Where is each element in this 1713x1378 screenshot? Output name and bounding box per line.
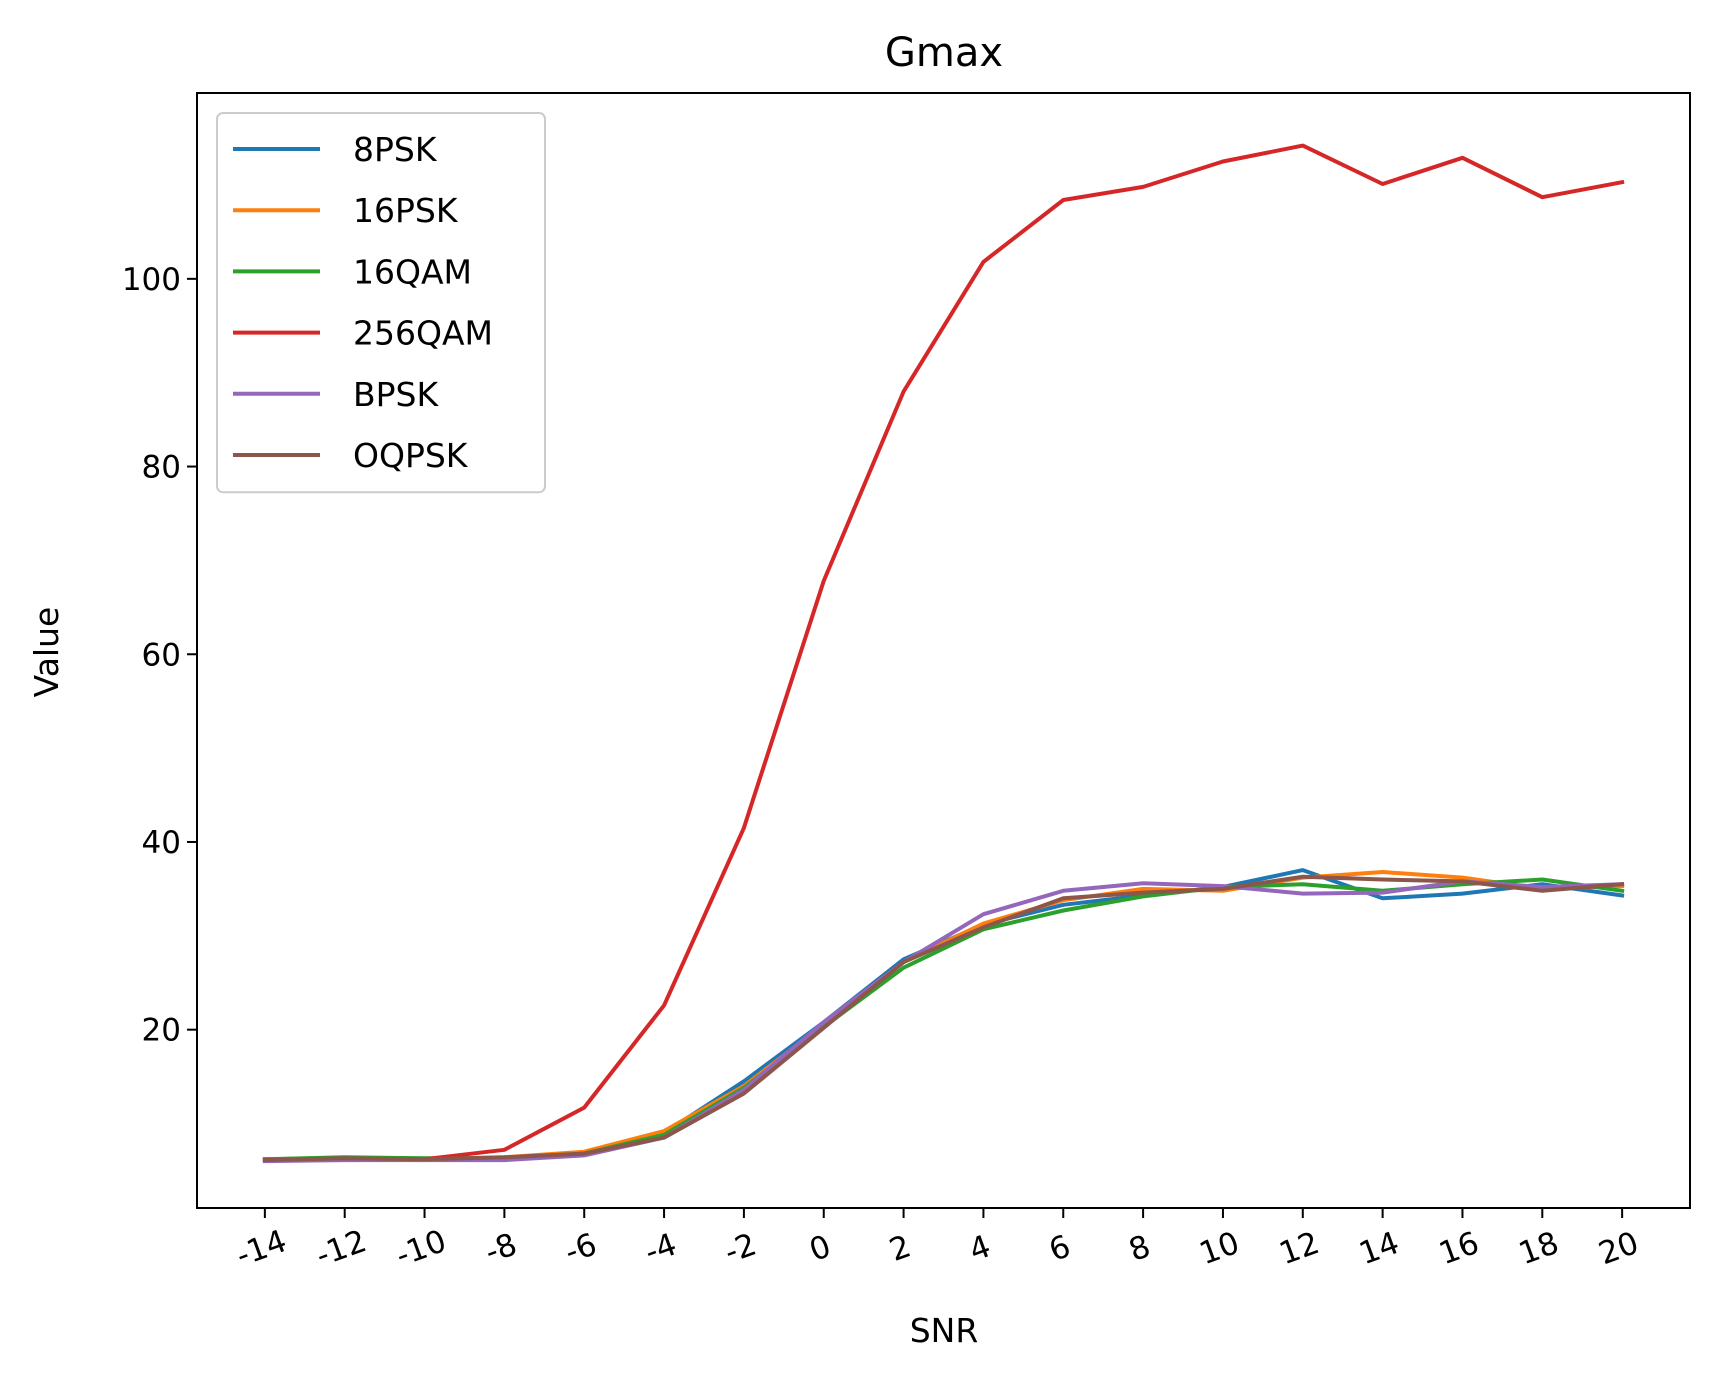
series-line-8psk	[262, 868, 1625, 1162]
x-tick-label: -8	[480, 1226, 521, 1270]
x-tick-label: 0	[805, 1228, 836, 1269]
x-tick-label: 8	[1124, 1228, 1155, 1269]
chart-title: Gmax	[885, 30, 1003, 76]
series-line-16qam	[262, 877, 1625, 1162]
x-tick-label: 20	[1594, 1225, 1643, 1272]
x-tick-label: 12	[1275, 1225, 1324, 1272]
y-axis-label: Value	[27, 607, 66, 698]
series-line-16psk	[262, 870, 1625, 1162]
x-tick-label: 18	[1514, 1225, 1563, 1272]
legend-box	[216, 112, 546, 494]
series-line-oqpsk	[262, 874, 1625, 1163]
x-tick-label: 10	[1195, 1225, 1244, 1272]
y-tick-label: 40	[142, 825, 181, 861]
legend-label: OQPSK	[353, 436, 469, 475]
x-tick-label: 2	[885, 1228, 916, 1269]
axes-frame	[196, 92, 1691, 1209]
legend-label: 8PSK	[353, 130, 438, 169]
plot-area	[196, 92, 1691, 1209]
series-line-bpsk	[262, 879, 1625, 1164]
x-tick-label: -6	[560, 1226, 601, 1270]
y-tick-label: 80	[142, 450, 181, 486]
legend-label: 256QAM	[353, 314, 493, 353]
y-tick-label: 100	[122, 262, 181, 298]
x-tick-label: -10	[391, 1223, 451, 1274]
x-tick-label: -2	[720, 1226, 761, 1270]
legend-label: 16QAM	[353, 252, 472, 291]
y-tick-label: 20	[142, 1013, 181, 1049]
y-axis-ticks: 20 40 60 80 100	[122, 262, 197, 1049]
x-tick-label: -12	[311, 1223, 371, 1274]
legend: 8PSK 16PSK 16QAM 256QAM BPSK OQPSK	[216, 112, 546, 494]
legend-label: BPSK	[353, 375, 439, 414]
x-axis-ticks: -14 -12 -10 -8 -6 -4 -2 0 2 4 6 8 10 12 14 16 18 20	[232, 1208, 1643, 1274]
x-tick-label: 16	[1434, 1225, 1483, 1272]
x-tick-label: 4	[965, 1228, 996, 1269]
x-tick-label: 14	[1354, 1225, 1403, 1272]
y-tick-label: 60	[142, 637, 181, 673]
x-tick-label: 6	[1044, 1228, 1075, 1269]
legend-label: 16PSK	[353, 191, 459, 230]
x-tick-label: -14	[232, 1223, 292, 1274]
x-axis-label: SNR	[910, 1311, 979, 1350]
x-tick-label: -4	[640, 1226, 681, 1270]
series-line-256qam	[262, 143, 1625, 1163]
